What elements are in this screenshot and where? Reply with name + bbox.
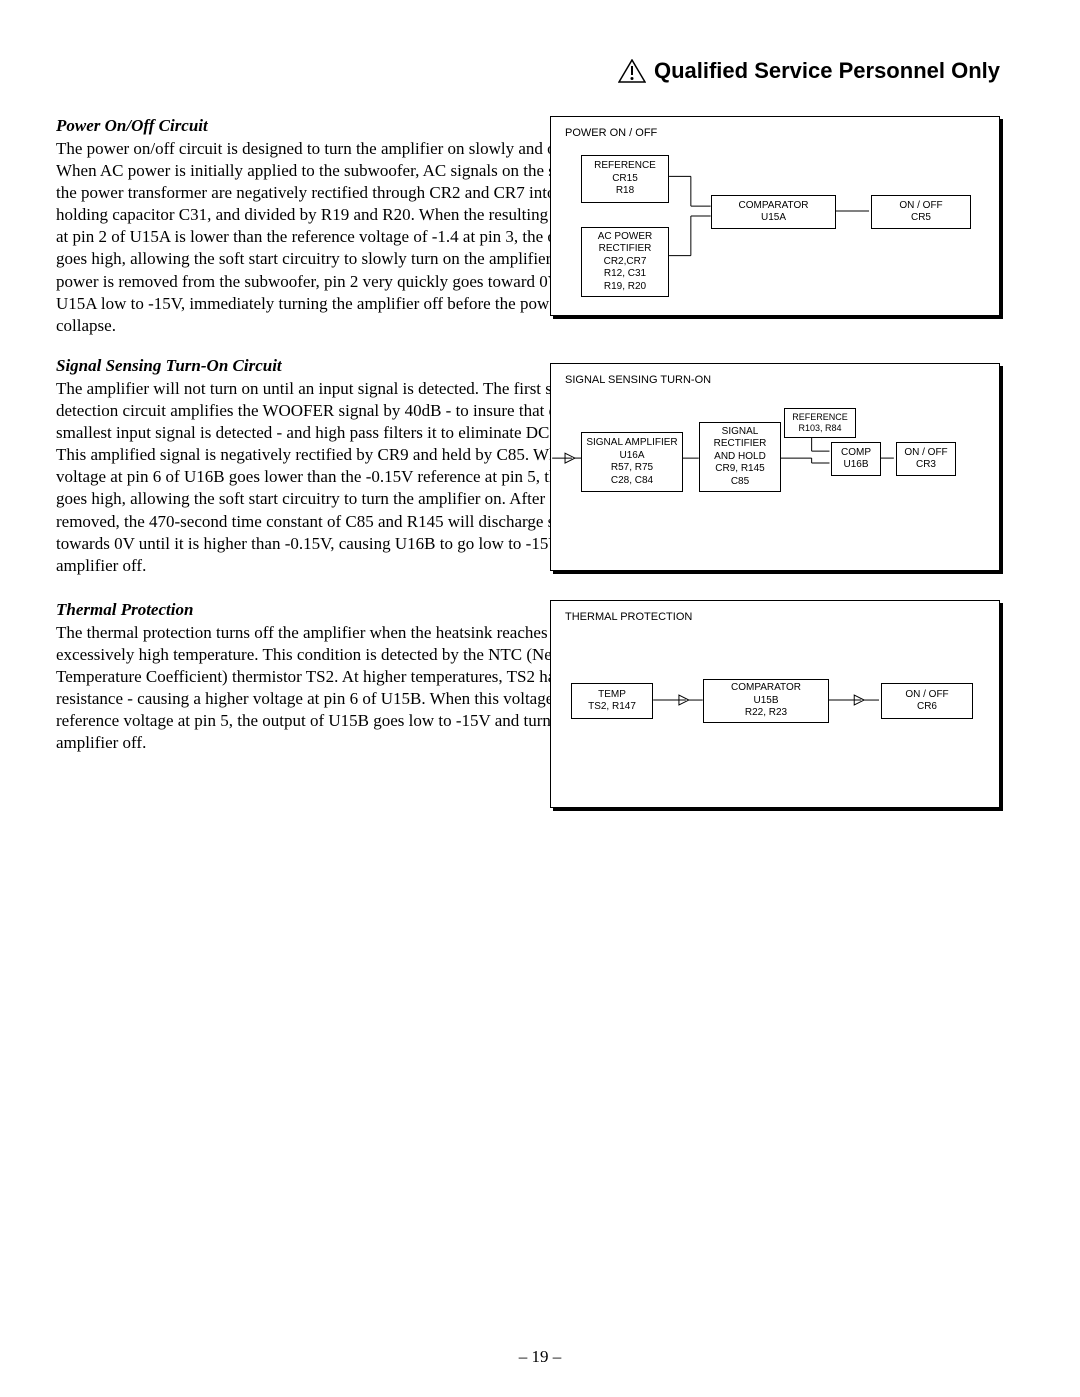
node-line: R103, R84 <box>798 423 841 434</box>
node-acpower: AC POWER RECTIFIER CR2,CR7 R12, C31 R19,… <box>581 227 669 297</box>
node-line: R12, C31 <box>604 268 646 281</box>
node-line: AND HOLD <box>714 451 766 464</box>
node-line: CR6 <box>917 701 937 714</box>
node-onoff: ON / OFF CR3 <box>896 442 956 476</box>
node-line: R22, R23 <box>745 707 787 720</box>
node-line: R19, R20 <box>604 281 646 294</box>
node-line: CR15 <box>612 173 638 186</box>
diagram-power-onoff: POWER ON / OFF REFERENCE CR15 R18 AC POW… <box>550 116 1000 316</box>
node-line: COMP <box>841 447 871 460</box>
node-temp: TEMP TS2, R147 <box>571 683 653 719</box>
node-line: AC POWER <box>598 231 652 244</box>
node-line: SIGNAL <box>722 426 759 439</box>
node-line: ON / OFF <box>905 689 948 702</box>
node-reference: REFERENCE R103, R84 <box>784 408 856 438</box>
node-line: CR2,CR7 <box>604 256 647 269</box>
node-line: RECTIFIER <box>599 243 652 256</box>
node-line: U16A <box>619 450 644 463</box>
diagram-title: POWER ON / OFF <box>565 127 657 139</box>
node-line: ON / OFF <box>904 447 947 460</box>
node-line: REFERENCE <box>594 160 656 173</box>
node-onoff: ON / OFF CR5 <box>871 195 971 229</box>
node-comp: COMP U16B <box>831 442 881 476</box>
node-line: R18 <box>616 185 634 198</box>
node-line: TS2, R147 <box>588 701 636 714</box>
node-line: C85 <box>731 476 749 489</box>
page-number: – 19 – <box>0 1347 1080 1367</box>
diagram-signal-sensing: SIGNAL SENSING TURN-ON SIGNAL AMPLIFIER … <box>550 363 1000 571</box>
node-line: U15B <box>753 695 778 708</box>
diagram-thermal: THERMAL PROTECTION TEMP TS2, R147 COMPAR… <box>550 600 1000 808</box>
node-line: COMPARATOR <box>738 200 808 213</box>
node-sigrect: SIGNAL RECTIFIER AND HOLD CR9, R145 C85 <box>699 422 781 492</box>
node-line: COMPARATOR <box>731 682 801 695</box>
header-text: Qualified Service Personnel Only <box>654 58 1000 84</box>
node-line: TEMP <box>598 689 626 702</box>
node-onoff: ON / OFF CR6 <box>881 683 973 719</box>
diagram-title: SIGNAL SENSING TURN-ON <box>565 374 711 386</box>
node-sigamp: SIGNAL AMPLIFIER U16A R57, R75 C28, C84 <box>581 432 683 492</box>
node-reference: REFERENCE CR15 R18 <box>581 155 669 203</box>
page: Qualified Service Personnel Only Power O… <box>0 0 1080 1397</box>
node-line: U15A <box>761 212 786 225</box>
node-line: CR3 <box>916 459 936 472</box>
node-line: CR5 <box>911 212 931 225</box>
node-comparator: COMPARATOR U15B R22, R23 <box>703 679 829 723</box>
node-line: REFERENCE <box>792 412 848 423</box>
node-line: R57, R75 <box>611 462 653 475</box>
node-line: C28, C84 <box>611 475 653 488</box>
node-line: CR9, R145 <box>715 463 764 476</box>
node-comparator: COMPARATOR U15A <box>711 195 836 229</box>
header: Qualified Service Personnel Only <box>618 58 1000 84</box>
node-line: RECTIFIER <box>714 438 767 451</box>
node-line: U16B <box>843 459 868 472</box>
warning-icon <box>618 59 646 83</box>
diagram-title: THERMAL PROTECTION <box>565 611 692 623</box>
node-line: ON / OFF <box>899 200 942 213</box>
node-line: SIGNAL AMPLIFIER <box>586 437 677 450</box>
